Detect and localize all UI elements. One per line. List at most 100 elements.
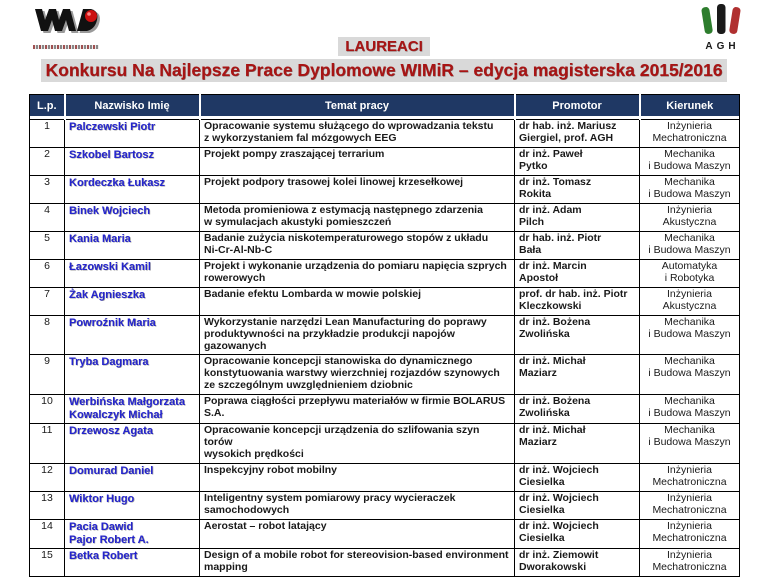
col-header-promotor: Promotor bbox=[513, 94, 640, 120]
cell-topic: Poprawa ciągłości przepływu materiałów w… bbox=[199, 394, 515, 425]
table-row: 2 Szkobel Bartosz Projekt pompy zraszają… bbox=[29, 146, 740, 176]
cell-promotor: dr inż. Paweł Pytko bbox=[514, 146, 640, 176]
table-row: 7 Żak Agnieszka Badanie efektu Lombarda … bbox=[29, 286, 740, 316]
cell-kierunek: Inżynieria Mechatroniczna bbox=[639, 519, 740, 550]
page-header: LAUREACI Konkursu Na Najlepsze Prace Dyp… bbox=[0, 0, 768, 94]
cell-promotor: dr inż. Marcin Apostoł bbox=[514, 258, 640, 288]
cell-name: Betka Robert bbox=[64, 548, 200, 577]
table-row: 9 Tryba Dagmara Opracowanie koncepcji st… bbox=[29, 354, 740, 396]
cell-kierunek: Inżynieria Mechatroniczna bbox=[639, 491, 740, 521]
cell-name: Żak Agnieszka bbox=[64, 286, 200, 316]
cell-lp: 13 bbox=[29, 491, 65, 521]
cell-promotor: dr inż. Wojciech Ciesielka bbox=[514, 463, 640, 493]
cell-lp: 15 bbox=[29, 548, 65, 577]
cell-topic: Design of a mobile robot for stereovisio… bbox=[199, 548, 515, 577]
table-header: L.p. Nazwisko Imię Temat pracy Promotor … bbox=[29, 94, 740, 120]
cell-name: Szkobel Bartosz bbox=[64, 146, 200, 176]
cell-promotor: dr hab. inż. Mariusz Giergiel, prof. AGH bbox=[514, 119, 640, 148]
cell-topic: Badanie zużycia niskotemperaturowego sto… bbox=[199, 230, 515, 260]
cell-kierunek: Mechanika i Budowa Maszyn bbox=[639, 174, 740, 204]
cell-promotor: dr inż. Bożena Zwolińska bbox=[514, 314, 640, 356]
page-subtitle: Konkursu Na Najlepsze Prace Dyplomowe WI… bbox=[40, 59, 728, 82]
table-row: 13 Wiktor Hugo Inteligentny system pomia… bbox=[29, 491, 740, 521]
cell-lp: 9 bbox=[29, 354, 65, 396]
page-title: LAUREACI bbox=[338, 37, 430, 56]
cell-promotor: dr inż. Adam Pilch bbox=[514, 202, 640, 232]
cell-name: Domurad Daniel bbox=[64, 463, 200, 493]
cell-kierunek: Inżynieria Akustyczna bbox=[639, 286, 740, 316]
cell-lp: 1 bbox=[29, 119, 65, 148]
cell-kierunek: Mechanika i Budowa Maszyn bbox=[639, 230, 740, 260]
cell-promotor: dr inż. Bożena Zwolińska bbox=[514, 394, 640, 425]
cell-promotor: dr inż. Michał Maziarz bbox=[514, 354, 640, 396]
cell-lp: 4 bbox=[29, 202, 65, 232]
cell-promotor: dr inż. Wojciech Ciesielka bbox=[514, 519, 640, 550]
cell-kierunek: Inżynieria Mechatroniczna bbox=[639, 463, 740, 493]
cell-name: Łazowski Kamil bbox=[64, 258, 200, 288]
cell-topic: Aerostat – robot latający bbox=[199, 519, 515, 550]
cell-topic: Metoda promieniowa z estymacją następneg… bbox=[199, 202, 515, 232]
cell-topic: Projekt pompy zraszającej terrarium bbox=[199, 146, 515, 176]
cell-name: Tryba Dagmara bbox=[64, 354, 200, 396]
cell-lp: 12 bbox=[29, 463, 65, 493]
cell-name: Powroźnik Maria bbox=[64, 314, 200, 356]
table-row: 10 Werbińska Małgorzata Kowalczyk Michał… bbox=[29, 394, 740, 425]
cell-lp: 14 bbox=[29, 519, 65, 550]
cell-promotor: dr hab. inż. Piotr Bała bbox=[514, 230, 640, 260]
cell-lp: 11 bbox=[29, 423, 65, 465]
agh-logo-icon bbox=[701, 4, 741, 34]
cell-lp: 7 bbox=[29, 286, 65, 316]
cell-topic: Badanie efektu Lombarda w mowie polskiej bbox=[199, 286, 515, 316]
cell-name: Drzewosz Agata bbox=[64, 423, 200, 465]
table-row: 11 Drzewosz Agata Opracowanie koncepcji … bbox=[29, 423, 740, 465]
agh-logo-label: AGH bbox=[705, 41, 740, 52]
cell-topic: Projekt podpory trasowej kolei linowej k… bbox=[199, 174, 515, 204]
cell-promotor: dr inż. Wojciech Ciesielka bbox=[514, 491, 640, 521]
cell-kierunek: Mechanika i Budowa Maszyn bbox=[639, 314, 740, 356]
cell-promotor: dr inż. Ziemowit Dworakowski bbox=[514, 548, 640, 577]
cell-name: Werbińska Małgorzata Kowalczyk Michał bbox=[64, 394, 200, 425]
wimir-logo-caption bbox=[33, 45, 99, 49]
table-body: 1 Palczewski Piotr Opracowanie systemu s… bbox=[29, 119, 740, 577]
cell-lp: 2 bbox=[29, 146, 65, 176]
cell-topic: Opracowanie koncepcji stanowiska do dyna… bbox=[199, 354, 515, 396]
cell-kierunek: Mechanika i Budowa Maszyn bbox=[639, 394, 740, 425]
table-row: 4 Binek Wojciech Metoda promieniowa z es… bbox=[29, 202, 740, 232]
cell-promotor: dr inż. Tomasz Rokita bbox=[514, 174, 640, 204]
cell-name: Binek Wojciech bbox=[64, 202, 200, 232]
cell-lp: 10 bbox=[29, 394, 65, 425]
cell-promotor: prof. dr hab. inż. Piotr Kleczkowski bbox=[514, 286, 640, 316]
cell-kierunek: Mechanika i Budowa Maszyn bbox=[639, 354, 740, 396]
cell-topic: Opracowanie systemu służącego do wprowad… bbox=[199, 119, 515, 148]
wimir-red-dot bbox=[85, 10, 97, 22]
cell-kierunek: Inżynieria Akustyczna bbox=[639, 202, 740, 232]
cell-name: Palczewski Piotr bbox=[64, 119, 200, 148]
cell-promotor: dr inż. Michał Maziarz bbox=[514, 423, 640, 465]
cell-topic: Wykorzystanie narzędzi Lean Manufacturin… bbox=[199, 314, 515, 356]
table-row: 6 Łazowski Kamil Projekt i wykonanie urz… bbox=[29, 258, 740, 288]
table-row: 1 Palczewski Piotr Opracowanie systemu s… bbox=[29, 119, 740, 148]
cell-topic: Inspekcyjny robot mobilny bbox=[199, 463, 515, 493]
wimir-logo-icon bbox=[35, 9, 100, 33]
table-row: 14 Pacia Dawid Pajor Robert A. Aerostat … bbox=[29, 519, 740, 550]
cell-kierunek: Mechanika i Budowa Maszyn bbox=[639, 146, 740, 176]
cell-kierunek: Inżynieria Mechatroniczna bbox=[639, 548, 740, 577]
table-row: 12 Domurad Daniel Inspekcyjny robot mobi… bbox=[29, 463, 740, 493]
cell-topic: Inteligentny system pomiarowy pracy wyci… bbox=[199, 491, 515, 521]
cell-kierunek: Mechanika i Budowa Maszyn bbox=[639, 423, 740, 465]
cell-topic: Projekt i wykonanie urządzenia do pomiar… bbox=[199, 258, 515, 288]
col-header-nazwisko: Nazwisko Imię bbox=[63, 94, 200, 120]
col-header-temat: Temat pracy bbox=[198, 94, 515, 120]
cell-kierunek: Inżynieria Mechatroniczna bbox=[639, 119, 740, 148]
cell-name: Kordeczka Łukasz bbox=[64, 174, 200, 204]
table-row: 3 Kordeczka Łukasz Projekt podpory traso… bbox=[29, 174, 740, 204]
wimir-logo bbox=[33, 7, 105, 49]
cell-kierunek: Automatyka i Robotyka bbox=[639, 258, 740, 288]
laureates-table: L.p. Nazwisko Imię Temat pracy Promotor … bbox=[29, 94, 740, 577]
cell-name: Kania Maria bbox=[64, 230, 200, 260]
cell-lp: 8 bbox=[29, 314, 65, 356]
cell-name: Wiktor Hugo bbox=[64, 491, 200, 521]
col-header-lp: L.p. bbox=[29, 94, 65, 120]
table-row: 15 Betka Robert Design of a mobile robot… bbox=[29, 548, 740, 577]
cell-topic: Opracowanie koncepcji urządzenia do szli… bbox=[199, 423, 515, 465]
